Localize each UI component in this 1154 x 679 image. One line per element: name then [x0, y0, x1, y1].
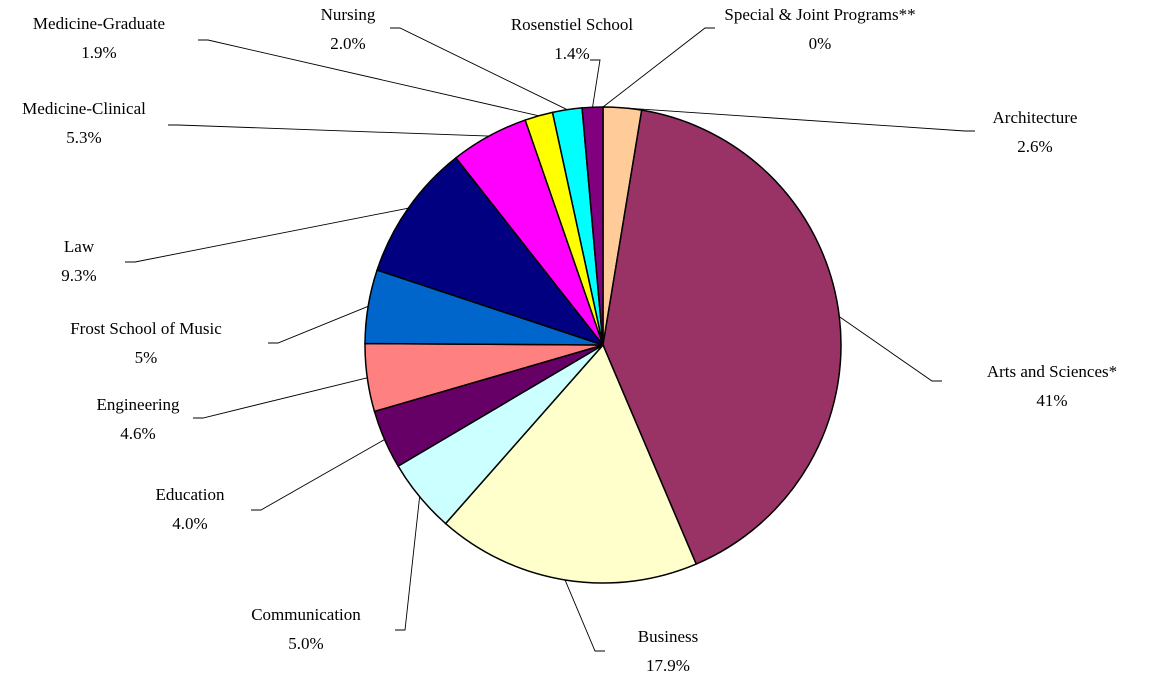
slice-category-label: Communication: [251, 605, 361, 624]
slice-label-communication: Communication 5.0%: [251, 605, 361, 653]
leader-line-engineering: [193, 377, 368, 419]
slice-category-label: Nursing: [321, 5, 376, 24]
leader-line-rosenstiel-school: [590, 59, 601, 108]
slice-category-label: Engineering: [96, 395, 180, 414]
slice-category-label: Medicine-Graduate: [33, 14, 165, 33]
slice-label-engineering: Engineering 4.6%: [96, 395, 180, 443]
slice-value-label: 1.4%: [554, 44, 589, 63]
slice-value-label: 5%: [135, 348, 158, 367]
slice-value-label: 5.0%: [288, 634, 323, 653]
leader-lines-layer: [125, 27, 975, 652]
slice-value-label: 0%: [809, 34, 832, 53]
slice-value-label: 41%: [1036, 391, 1067, 410]
leader-line-communication: [395, 496, 421, 631]
slice-label-architecture: Architecture 2.6%: [993, 108, 1078, 156]
slice-value-label: 2.0%: [330, 34, 365, 53]
slice-category-label: Medicine-Clinical: [22, 99, 146, 118]
slice-category-label: Law: [64, 237, 95, 256]
pie-slice-arts-and-sciences: [602, 109, 842, 565]
leader-line-arts-and-sciences: [839, 316, 942, 382]
slice-category-label: Education: [156, 485, 225, 504]
labels-layer: Architecture 2.6% Arts and Sciences* 41% Bus…: [22, 5, 1117, 675]
slice-category-label: Business: [638, 627, 698, 646]
slices-layer: [364, 106, 842, 584]
leader-line-medicine-clinical: [168, 124, 490, 137]
leader-line-law: [125, 207, 409, 263]
slice-value-label: 1.9%: [81, 43, 116, 62]
slice-label-medicine-clinical: Medicine-Clinical 5.3%: [22, 99, 146, 147]
slice-category-label: Frost School of Music: [70, 319, 222, 338]
leader-line-architecture: [622, 107, 975, 132]
slice-category-label: Architecture: [993, 108, 1078, 127]
slice-category-label: Arts and Sciences*: [987, 362, 1117, 381]
slice-value-label: 5.3%: [66, 128, 101, 147]
slice-label-medicine-graduate: Medicine-Graduate 1.9%: [33, 14, 165, 62]
slice-label-special-joint-programs: Special & Joint Programs** 0%: [724, 5, 915, 53]
slice-label-business: Business 17.9%: [638, 627, 698, 675]
slice-value-label: 4.0%: [172, 514, 207, 533]
slice-value-label: 17.9%: [646, 656, 690, 675]
slice-category-label: Special & Joint Programs**: [724, 5, 915, 24]
leader-line-business: [564, 579, 605, 652]
slice-label-arts-and-sciences: Arts and Sciences* 41%: [987, 362, 1117, 410]
slice-label-education: Education 4.0%: [156, 485, 225, 533]
slice-label-frost-school-of-music: Frost School of Music 5%: [70, 319, 222, 367]
slice-label-law: Law 9.3%: [61, 237, 96, 285]
slice-value-label: 9.3%: [61, 266, 96, 285]
slice-value-label: 2.6%: [1017, 137, 1052, 156]
leader-line-education: [251, 439, 385, 511]
leader-line-nursing: [390, 27, 568, 111]
slice-label-nursing: Nursing 2.0%: [321, 5, 376, 53]
slice-value-label: 4.6%: [120, 424, 155, 443]
leader-line-medicine-graduate: [198, 39, 539, 117]
pie-slice-law: [376, 156, 606, 347]
pie-slice-business: [444, 343, 698, 584]
leader-line-frost-school-of-music: [268, 305, 369, 344]
slice-category-label: Rosenstiel School: [511, 15, 634, 34]
leader-line-special-joint-programs: [602, 27, 715, 108]
slice-label-rosenstiel-school: Rosenstiel School 1.4%: [511, 15, 634, 63]
